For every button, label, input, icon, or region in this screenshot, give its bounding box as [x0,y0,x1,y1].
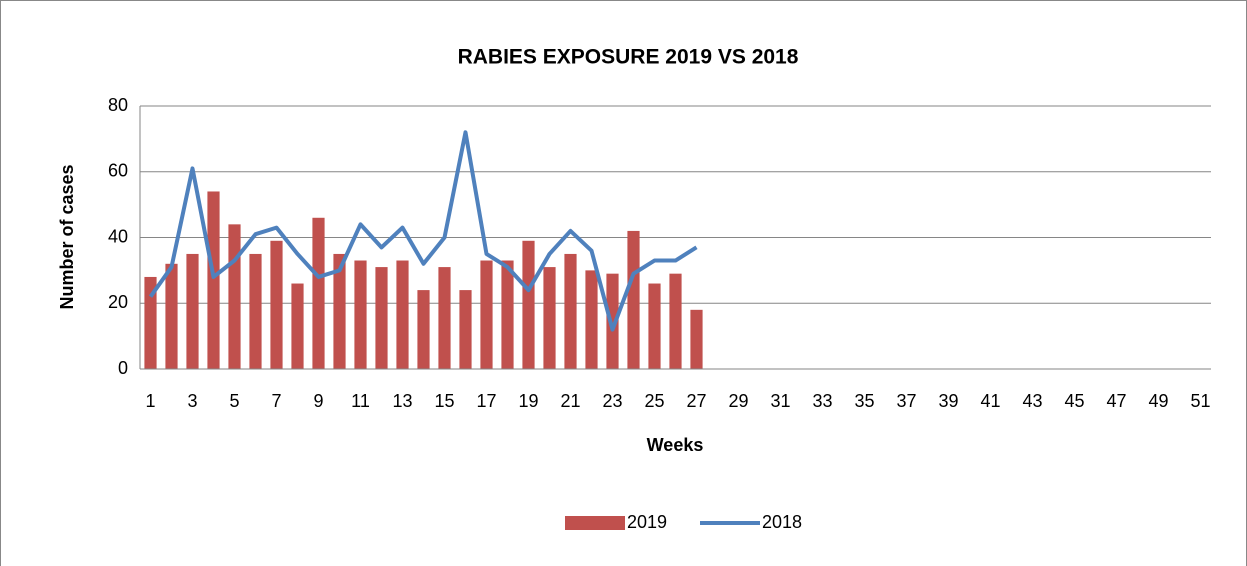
bar [480,260,493,369]
bar [648,283,661,369]
y-tick-label: 0 [118,358,128,378]
bar [354,260,367,369]
x-tick-label: 27 [686,391,706,411]
bar [606,273,619,369]
x-tick-label: 17 [476,391,496,411]
bar [690,309,703,369]
x-tick-label: 19 [518,391,538,411]
bar [438,267,451,369]
legend-label: 2018 [762,512,802,532]
y-tick-label: 60 [108,161,128,181]
x-tick-label: 7 [271,391,281,411]
bar [585,270,598,369]
x-tick-label: 33 [812,391,832,411]
chart-title: RABIES EXPOSURE 2019 VS 2018 [458,46,799,69]
bar [249,253,262,369]
y-tick-label: 20 [108,292,128,312]
x-axis-label: Weeks [647,435,704,455]
x-tick-label: 9 [313,391,323,411]
x-tick-label: 25 [644,391,664,411]
x-tick-label: 49 [1148,391,1168,411]
x-tick-label: 39 [938,391,958,411]
x-tick-label: 47 [1106,391,1126,411]
bar [501,260,514,369]
y-tick-label: 80 [108,95,128,115]
bar [270,240,283,369]
bar [522,240,535,369]
bar [165,263,178,369]
bar [333,253,346,369]
y-axis-label: Number of cases [57,164,77,309]
bar [186,253,199,369]
bar [144,276,157,369]
bar [459,290,472,369]
x-tick-label: 31 [770,391,790,411]
bar [207,191,220,369]
x-tick-label: 29 [728,391,748,411]
legend-swatch [565,516,625,530]
x-tick-label: 13 [392,391,412,411]
bar [375,267,388,369]
x-tick-label: 35 [854,391,874,411]
bar [669,273,682,369]
x-tick-label: 23 [602,391,622,411]
bar [291,283,304,369]
bar [396,260,409,369]
x-tick-label: 3 [187,391,197,411]
x-tick-label: 5 [229,391,239,411]
x-tick-label: 21 [560,391,580,411]
x-tick-label: 37 [896,391,916,411]
bar [543,267,556,369]
bar [564,253,577,369]
legend-label: 2019 [627,512,667,532]
x-tick-label: 41 [980,391,1000,411]
x-tick-label: 15 [434,391,454,411]
x-tick-label: 11 [351,391,370,411]
x-tick-label: 51 [1190,391,1210,411]
x-tick-label: 45 [1064,391,1084,411]
bar [312,217,325,369]
bar [228,224,241,369]
x-tick-label: 1 [145,391,155,411]
line [148,130,698,332]
x-tick-label: 43 [1022,391,1042,411]
bar [417,290,430,369]
bar [627,230,640,369]
y-tick-label: 40 [108,226,128,246]
